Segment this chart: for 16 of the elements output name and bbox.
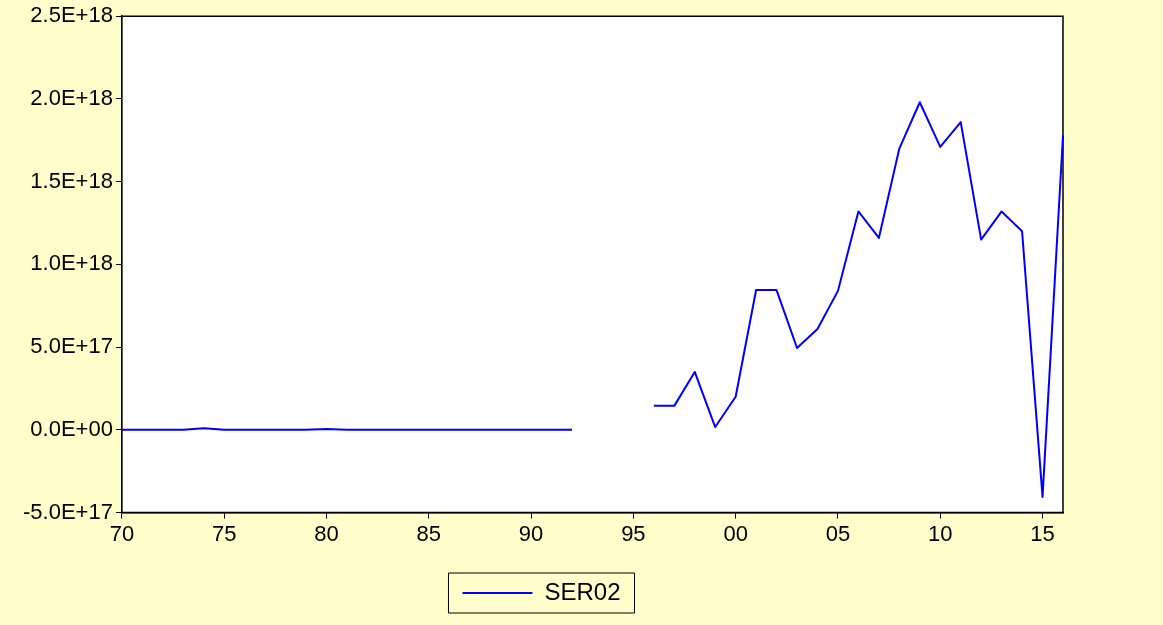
y-tick-label: 2.5E+18 — [30, 2, 113, 28]
x-tick-label: 80 — [314, 520, 339, 546]
x-tick-label: 00 — [723, 520, 748, 546]
x-tick-label: 05 — [825, 520, 851, 546]
x-tick-label: 90 — [518, 520, 544, 546]
y-tick-label: 1.5E+18 — [30, 167, 113, 193]
y-tick-label: 2.0E+18 — [30, 85, 113, 110]
y-tick-label: 5.0E+17 — [30, 333, 113, 359]
legend-label: SER02 — [544, 577, 621, 605]
x-tick-label: 75 — [211, 520, 237, 546]
x-tick-label: 15 — [1030, 520, 1055, 546]
x-tick-label: 10 — [928, 520, 953, 546]
y-tick-label: 1.0E+18 — [30, 250, 113, 276]
y-tick-label: 0.0E+00 — [30, 415, 113, 441]
x-tick-label: 85 — [416, 520, 442, 546]
x-tick-label: 95 — [621, 520, 646, 546]
